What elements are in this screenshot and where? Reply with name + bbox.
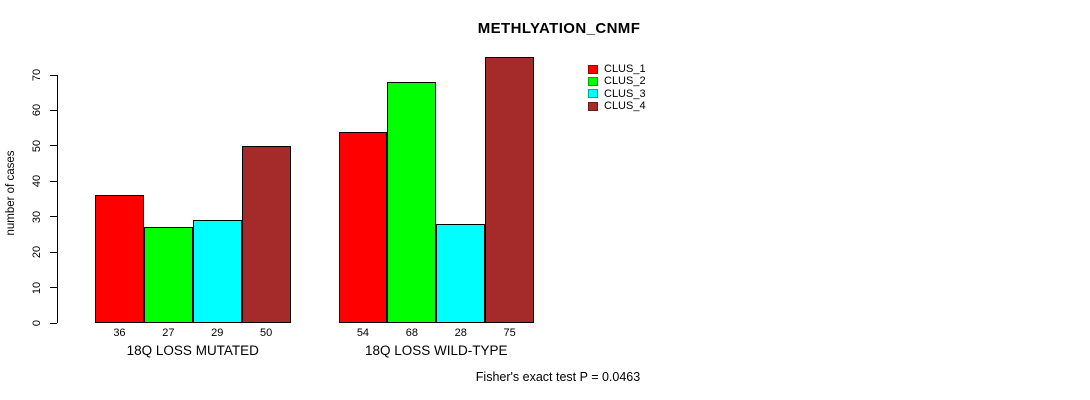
legend-item: CLUS_2	[588, 75, 646, 87]
legend-swatch	[588, 64, 598, 74]
legend-swatch	[588, 89, 598, 99]
y-tick-label: 20	[31, 246, 43, 259]
bar-clus_3-group2	[436, 223, 486, 323]
bar-value-label: 36	[113, 327, 126, 339]
y-tick-label: 10	[31, 281, 43, 294]
bar-clus_3-group1	[192, 220, 242, 323]
y-tick	[50, 145, 57, 147]
x-category-label: 18Q LOSS MUTATED	[126, 343, 259, 358]
bar-value-label: 75	[503, 327, 516, 339]
legend-item: CLUS_3	[588, 88, 646, 100]
legend-label: CLUS_2	[604, 75, 646, 88]
bar-clus_4-group2	[485, 57, 535, 323]
y-tick	[50, 322, 57, 324]
bar-clus_1-group2	[338, 131, 388, 323]
y-tick	[50, 287, 57, 289]
legend: CLUS_1 CLUS_2 CLUS_3 CLUS_4	[588, 63, 646, 112]
y-tick-label: 40	[31, 175, 43, 188]
bar-clus_1-group1	[95, 195, 144, 323]
bar-clus_2-group2	[387, 82, 437, 323]
bar-value-label: 29	[211, 327, 224, 339]
legend-label: CLUS_3	[604, 87, 646, 100]
y-tick-label: 70	[31, 68, 43, 82]
annotation-pvalue: Fisher's exact test P = 0.0463	[475, 370, 641, 384]
y-tick-label: 30	[31, 210, 43, 223]
bar-clus_2-group1	[143, 227, 193, 323]
legend-label: CLUS_4	[604, 100, 646, 113]
legend-swatch	[588, 76, 598, 86]
y-tick	[50, 180, 57, 182]
bar-clus_4-group1	[241, 145, 291, 323]
y-axis-line	[57, 75, 58, 323]
bar-value-label: 28	[454, 327, 467, 339]
legend-swatch	[588, 101, 598, 111]
y-tick-label: 60	[31, 104, 43, 117]
bar-value-label: 54	[356, 327, 370, 339]
legend-item: CLUS_1	[588, 63, 646, 75]
y-tick	[50, 74, 57, 76]
y-tick	[50, 216, 57, 218]
y-axis-label: number of cases	[5, 150, 17, 236]
legend-item: CLUS_4	[588, 100, 646, 112]
y-tick	[50, 109, 57, 111]
y-tick	[50, 251, 57, 253]
y-tick-label: 50	[31, 139, 43, 152]
x-category-label: 18Q LOSS WILD-TYPE	[365, 343, 508, 358]
bar-value-label: 50	[260, 327, 273, 339]
bar-value-label: 27	[162, 327, 175, 339]
chart-title: METHLYATION_CNMF	[477, 20, 641, 37]
y-tick-label: 0	[31, 319, 43, 327]
legend-label: CLUS_1	[604, 63, 646, 76]
bar-value-label: 68	[405, 327, 418, 339]
